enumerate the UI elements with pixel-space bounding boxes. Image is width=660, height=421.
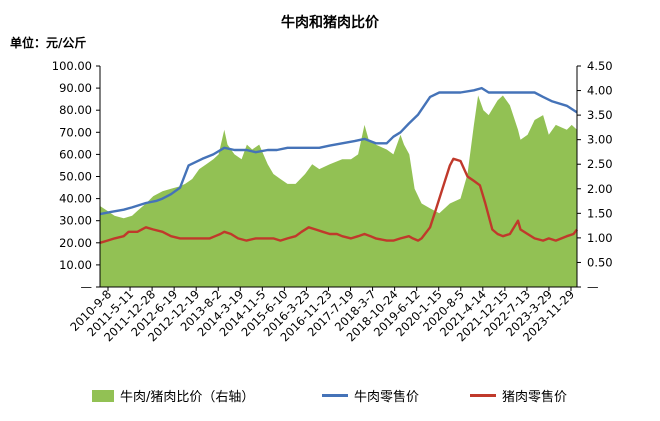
- left-tick-label: 40.00: [59, 192, 92, 206]
- chart-title: 牛肉和猪肉比价: [281, 15, 379, 31]
- legend-item-beef: 牛肉零售价: [322, 386, 419, 405]
- left-tick-label: 90.00: [59, 81, 92, 95]
- legend-swatch-pork: [470, 394, 496, 397]
- left-tick-label: 60.00: [59, 147, 92, 161]
- legend-label-pork: 猪肉零售价: [502, 390, 568, 405]
- unit-label: 单位：元/公斤: [10, 36, 87, 50]
- right-tick-label: 1.50: [587, 206, 613, 220]
- right-tick-label: 4.00: [587, 84, 613, 98]
- left-tick-label: 70.00: [59, 125, 92, 139]
- left-tick-label: —: [81, 280, 93, 294]
- right-tick-label: —: [587, 280, 599, 294]
- right-tick-label: 4.50: [587, 59, 613, 73]
- right-tick-label: 2.00: [587, 182, 613, 196]
- legend-item-ratio: 牛肉/猪肉比价（右轴）: [92, 386, 254, 405]
- left-tick-label: 50.00: [59, 170, 92, 184]
- left-tick-label: 100.00: [52, 59, 92, 73]
- right-tick-label: 3.50: [587, 108, 613, 122]
- legend-swatch-ratio: [92, 389, 114, 402]
- legend-swatch-beef: [322, 394, 348, 397]
- left-tick-label: 10.00: [59, 258, 92, 272]
- right-tick-label: 0.50: [587, 255, 613, 269]
- series-beef-line: [99, 86, 578, 216]
- left-tick-label: 30.00: [59, 214, 92, 228]
- left-tick-label: 20.00: [59, 236, 92, 250]
- left-tick-label: 80.00: [59, 103, 92, 117]
- legend-item-pork: 猪肉零售价: [470, 386, 567, 405]
- right-tick-label: 2.50: [587, 157, 613, 171]
- legend-label-ratio: 牛肉/猪肉比价（右轴）: [120, 390, 255, 405]
- series-pork-line: [99, 157, 578, 244]
- right-tick-label: 3.00: [587, 133, 613, 147]
- legend-label-beef: 牛肉零售价: [354, 390, 420, 405]
- series-ratio-area: [100, 95, 577, 287]
- right-tick-label: 1.00: [587, 231, 613, 245]
